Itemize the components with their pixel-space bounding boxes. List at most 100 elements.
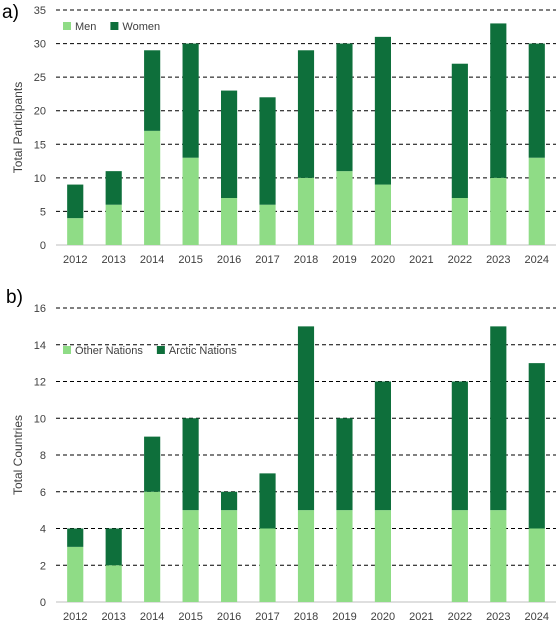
y-tick-label: 0 (40, 240, 46, 252)
y-tick-label: 10 (34, 173, 46, 185)
bar-2020-other-nations (374, 510, 391, 602)
y-tick-label: 12 (34, 377, 46, 389)
x-tick-label: 2017 (255, 611, 279, 621)
bar-2017-arctic-nations (259, 473, 276, 529)
legend-entry: Women (122, 21, 160, 33)
x-tick-label: 2015 (178, 254, 202, 266)
y-tick-label: 25 (34, 72, 46, 84)
bar-2019-other-nations (336, 510, 353, 602)
y-axis-title: Total Countries (11, 415, 25, 495)
chart-panel-a: 0 5 10 15 20 25 30 35 2012 2013 2014 2015 2016 2017 20… (2, 2, 556, 266)
x-tick-label: 2014 (140, 611, 164, 621)
bar-2023-other-nations (490, 510, 507, 602)
x-tick-label: 2016 (217, 254, 241, 266)
x-tick-label: 2024 (525, 254, 549, 266)
y-tick-label: 4 (40, 524, 46, 536)
bar-2019-arctic-nations (336, 418, 353, 511)
y-axis-title: Total Participants (11, 82, 25, 173)
x-tick-label: 2015 (178, 611, 202, 621)
bar-2013-women (105, 171, 122, 205)
panel-label: b) (6, 287, 23, 308)
bar-2024-arctic-nations (528, 363, 545, 529)
bar-2012-other-nations (67, 546, 84, 602)
x-tick-label: 2022 (448, 611, 472, 621)
x-tick-label: 2022 (448, 254, 472, 266)
bar-2023-women (490, 23, 507, 178)
bar-2015-women (182, 43, 199, 158)
y-tick-label: 15 (34, 139, 46, 151)
bar-2016-other-nations (221, 510, 238, 602)
legend-swatch (63, 346, 71, 354)
bar-2017-women (259, 97, 276, 205)
bar-2018-arctic-nations (297, 326, 315, 511)
y-tick-label: 2 (40, 560, 46, 572)
x-tick-label: 2017 (255, 254, 279, 266)
bar-2022-women (451, 63, 468, 198)
x-tick-label: 2013 (101, 254, 125, 266)
x-tick-label: 2014 (140, 254, 164, 266)
bar-2013-other-nations (105, 565, 122, 602)
y-tick-label: 0 (40, 597, 46, 609)
y-tick-label: 8 (40, 450, 46, 462)
legend-entry: Arctic Nations (169, 345, 237, 357)
y-tick-label: 5 (40, 206, 46, 218)
bar-2020-men (374, 184, 391, 245)
bar-2019-women (336, 43, 353, 172)
x-tick-label: 2019 (332, 611, 356, 621)
bar-2012-women (67, 184, 84, 219)
bar-2015-other-nations (182, 510, 199, 602)
legend-entry: Other Nations (75, 345, 143, 357)
bar-2020-women (374, 36, 391, 185)
x-tick-label: 2013 (101, 611, 125, 621)
bar-2018-men (297, 177, 315, 245)
bar-2016-arctic-nations (221, 491, 238, 511)
x-tick-label: 2020 (371, 254, 395, 266)
y-tick-label: 16 (34, 303, 46, 315)
x-tick-label: 2018 (294, 611, 318, 621)
y-tick-label: 30 (34, 39, 46, 51)
bar-2016-women (221, 90, 238, 198)
bar-2012-arctic-nations (67, 528, 84, 547)
x-tick-label: 2020 (371, 611, 395, 621)
y-tick-label: 35 (34, 5, 46, 17)
bar-2014-women (144, 50, 161, 131)
x-tick-label: 2012 (63, 254, 87, 266)
bar-2018-other-nations (297, 510, 315, 602)
y-tick-label: 14 (34, 340, 46, 352)
legend-swatch (156, 346, 165, 354)
panel-label: a) (2, 2, 19, 23)
bar-2023-arctic-nations (490, 326, 507, 511)
y-tick-label: 20 (34, 106, 46, 118)
bar-2022-other-nations (451, 510, 468, 602)
legend-swatch (110, 22, 119, 30)
bar-2015-arctic-nations (182, 418, 199, 511)
x-tick-label: 2021 (409, 611, 433, 621)
bar-2017-men (259, 204, 276, 245)
chart-panel-b: 0 2 4 6 8 10 12 14 16 2012 2013 2014 2015 2016 2017 201… (6, 287, 556, 621)
x-tick-label: 2023 (486, 611, 510, 621)
bar-2015-men (182, 157, 199, 245)
bar-2013-men (105, 204, 122, 245)
bar-2018-women (297, 50, 315, 178)
x-tick-label: 2018 (294, 254, 318, 266)
x-tick-label: 2024 (525, 611, 549, 621)
bar-2022-arctic-nations (451, 381, 468, 511)
bar-2013-arctic-nations (105, 528, 122, 566)
bar-2014-arctic-nations (144, 436, 161, 492)
bar-2024-other-nations (528, 528, 545, 602)
y-tick-label: 10 (34, 413, 46, 425)
x-tick-label: 2016 (217, 611, 241, 621)
bar-2016-men (221, 198, 238, 245)
x-tick-label: 2023 (486, 254, 510, 266)
bar-2022-men (451, 198, 468, 245)
bar-2014-men (144, 130, 161, 245)
bar-2019-men (336, 171, 353, 245)
x-tick-label: 2019 (332, 254, 356, 266)
bar-2020-arctic-nations (374, 381, 391, 511)
bar-2017-other-nations (259, 528, 276, 602)
bar-2014-other-nations (144, 491, 161, 602)
legend-entry: Men (75, 21, 96, 33)
bar-2012-men (67, 218, 84, 245)
x-tick-label: 2021 (409, 254, 433, 266)
